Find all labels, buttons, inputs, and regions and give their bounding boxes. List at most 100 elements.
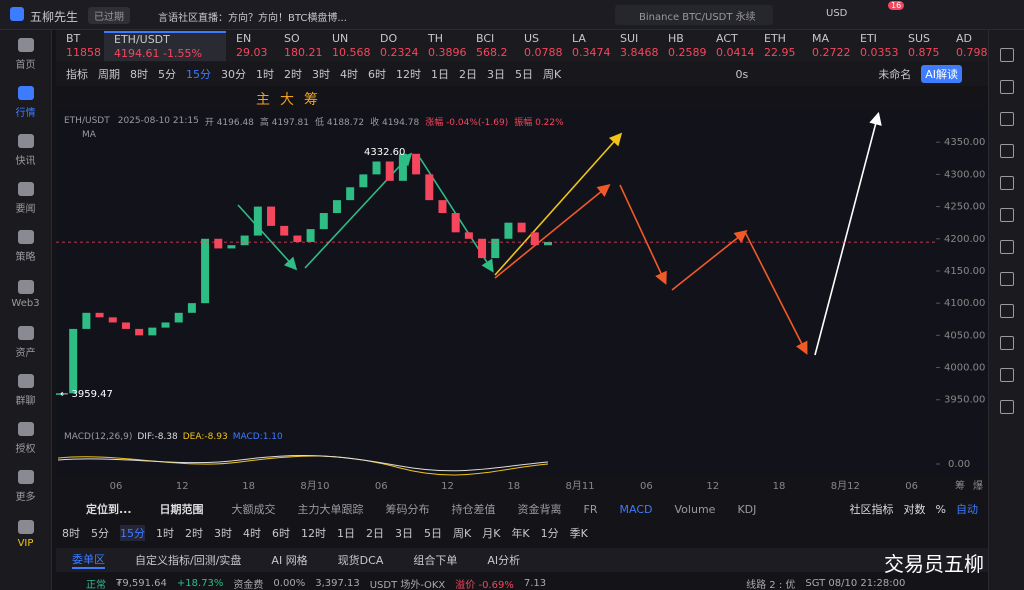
indicator-tab[interactable]: 筹码分布 — [385, 503, 430, 516]
draw-tool[interactable]: 筹 — [304, 92, 318, 108]
interval-button[interactable]: 3日 — [487, 68, 505, 81]
ticker[interactable]: MA 0.2722 — [802, 32, 851, 60]
indicator-tab[interactable]: 大额成交 — [231, 503, 276, 516]
interval-tab[interactable]: 6时 — [272, 527, 290, 540]
interval-tab[interactable]: 5日 — [424, 527, 442, 540]
nav-item[interactable]: 资产 — [0, 318, 51, 366]
interval-button[interactable]: 12时 — [396, 68, 421, 81]
interval-tab[interactable]: 1时 — [156, 527, 174, 540]
interval-tab[interactable]: 2日 — [366, 527, 384, 540]
ticker[interactable]: ETH/USDT 4194.61 -1.55% — [104, 31, 226, 61]
interval-button[interactable]: 3时 — [312, 68, 330, 81]
tool-icon[interactable] — [1000, 368, 1014, 382]
indicator-tab[interactable]: 主力大单跟踪 — [297, 503, 364, 516]
news-ticker[interactable]: 言语社区直播：方向？方向！BTC横盘博... — [158, 13, 347, 24]
range-button[interactable]: 日期范围 — [159, 503, 204, 516]
period-button[interactable]: 周期 — [98, 68, 120, 81]
order-tab[interactable]: 现货DCA — [337, 554, 384, 567]
order-tab[interactable]: 委单区 — [72, 551, 105, 569]
ticker[interactable]: HB 0.2589 — [658, 32, 707, 60]
nav-item[interactable]: VIP — [0, 510, 51, 558]
order-tab[interactable]: AI 网格 — [271, 554, 308, 567]
interval-button[interactable]: 30分 — [221, 68, 246, 81]
order-tab[interactable]: 组合下单 — [413, 554, 458, 567]
nav-item[interactable]: 策略 — [0, 222, 51, 270]
nav-item[interactable]: 更多 — [0, 462, 51, 510]
order-tab[interactable]: AI分析 — [487, 554, 521, 567]
draw-tool[interactable]: 大 — [280, 92, 294, 108]
tool-icon[interactable] — [1000, 176, 1014, 190]
tool-icon[interactable] — [1000, 304, 1014, 318]
interval-tab[interactable]: 8时 — [62, 527, 80, 540]
ticker[interactable]: US 0.0788 — [514, 32, 563, 60]
tool-icon[interactable] — [1000, 144, 1014, 158]
nav-item[interactable]: 快讯 — [0, 126, 51, 174]
ticker[interactable]: ACT 0.0414 — [706, 32, 755, 60]
interval-button[interactable]: 6时 — [368, 68, 386, 81]
interval-tab[interactable]: 3时 — [214, 527, 232, 540]
ticker[interactable]: ETI 0.0353 — [850, 32, 899, 60]
indicator-tab[interactable]: FR — [583, 502, 598, 516]
indicator-tab[interactable]: 持仓差值 — [451, 503, 496, 516]
range-button[interactable]: 定位到... — [86, 503, 132, 516]
interval-button[interactable]: 4时 — [340, 68, 358, 81]
ticker[interactable]: TH 0.3896 — [418, 32, 467, 60]
nav-item[interactable]: 行情 — [0, 78, 51, 126]
ticker[interactable]: LA 0.3474 — [562, 32, 611, 60]
interval-tab[interactable]: 4时 — [243, 527, 261, 540]
interval-button[interactable]: 15分 — [186, 68, 211, 81]
ticker[interactable]: BCI 568.2 — [466, 32, 514, 60]
chart-option[interactable]: 自动 — [956, 503, 978, 516]
interval-button[interactable]: 周K — [543, 68, 562, 81]
interval-tab[interactable]: 1日 — [337, 527, 355, 540]
nav-item[interactable]: 群聊 — [0, 366, 51, 414]
interval-button[interactable]: 5日 — [515, 68, 533, 81]
tool-icon[interactable] — [1000, 272, 1014, 286]
indicator-tab[interactable]: KDJ — [737, 502, 757, 516]
interval-tab[interactable]: 2时 — [185, 527, 203, 540]
indicator-tab[interactable]: Volume — [674, 502, 716, 516]
ticker[interactable]: SUI 3.8468 — [610, 32, 659, 60]
ticker[interactable]: SUS 0.875 — [898, 32, 946, 60]
interval-tab[interactable]: 1分 — [540, 527, 559, 540]
tool-icon[interactable] — [1000, 48, 1014, 62]
indicator-button[interactable]: 指标 — [66, 68, 88, 81]
interval-tab[interactable]: 5分 — [91, 527, 109, 540]
chart-option[interactable]: % — [935, 502, 946, 516]
ticker[interactable]: UN 10.568 — [322, 32, 371, 60]
interval-tab[interactable]: 季K — [569, 527, 588, 540]
nav-item[interactable]: 首页 — [0, 30, 51, 78]
ticker[interactable]: BT 11858 — [56, 32, 104, 60]
nav-item[interactable]: 授权 — [0, 414, 51, 462]
interval-tab[interactable]: 3日 — [395, 527, 413, 540]
draw-tool[interactable]: 主 — [256, 92, 270, 108]
ticker[interactable]: SO 180.21 — [274, 32, 323, 60]
interval-button[interactable]: 2日 — [459, 68, 477, 81]
tool-icon[interactable] — [1000, 240, 1014, 254]
interval-tab[interactable]: 周K — [453, 527, 472, 540]
tool-icon[interactable] — [1000, 400, 1014, 414]
chart-option[interactable]: 对数 — [903, 503, 926, 516]
interval-tab[interactable]: 12时 — [301, 527, 326, 540]
order-tab[interactable]: 自定义指标/回测/实盘 — [135, 554, 242, 567]
interval-tab[interactable]: 月K — [482, 527, 501, 540]
ticker[interactable]: AD0.7981 — [946, 32, 988, 60]
nav-item[interactable]: 要闻 — [0, 174, 51, 222]
interval-button[interactable]: 2时 — [284, 68, 302, 81]
ticker[interactable]: ETH 22.95 — [754, 32, 802, 60]
ticker[interactable]: EN 29.03 — [226, 32, 274, 60]
layout-select[interactable]: 未命名 — [878, 68, 912, 81]
interval-tab[interactable]: 15分 — [120, 525, 145, 541]
interval-button[interactable]: 1时 — [256, 68, 274, 81]
tool-icon[interactable] — [1000, 336, 1014, 350]
tool-icon[interactable] — [1000, 112, 1014, 126]
search-box[interactable]: Binance BTC/USDT 永续 — [615, 5, 773, 25]
indicator-tab[interactable]: MACD — [619, 502, 653, 516]
ai-button[interactable]: AI解读 — [921, 65, 962, 83]
brand[interactable]: 五柳先生 — [30, 10, 79, 24]
interval-button[interactable]: 1日 — [431, 68, 449, 81]
interval-tab[interactable]: 年K — [511, 527, 530, 540]
interval-button[interactable]: 8时 — [130, 68, 148, 81]
indicator-tab[interactable]: 资金背离 — [517, 503, 562, 516]
tool-icon[interactable] — [1000, 208, 1014, 222]
